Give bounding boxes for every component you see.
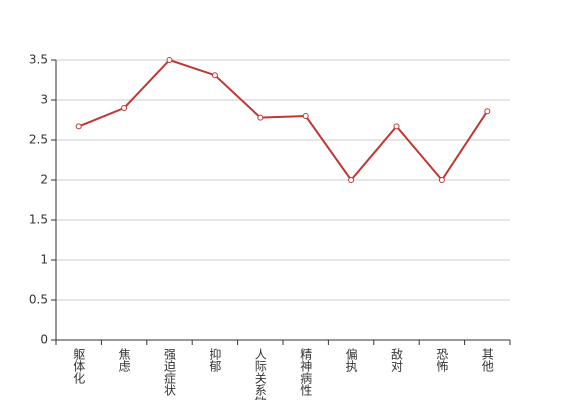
x-tick-label: 强迫症状 (163, 348, 177, 396)
point (393, 123, 400, 130)
x-tick-label: 焦虑 (117, 348, 131, 372)
point (348, 177, 355, 183)
x-tick-label: 抑郁 (208, 347, 222, 373)
point (484, 108, 491, 115)
x-tick-label: 人际关系敏感 (253, 348, 267, 400)
y-tick-label: 1 (40, 253, 48, 267)
y-tick-label: 2.5 (29, 133, 48, 147)
y-tick-label: 2 (40, 173, 48, 187)
x-tick-label: 躯体化 (72, 347, 86, 385)
y-tick-label: 0.5 (29, 293, 48, 307)
y-tick-label: 0 (40, 333, 48, 347)
x-tick-label: 偏执 (344, 347, 358, 373)
point (121, 105, 128, 111)
point (166, 57, 173, 63)
y-tick-label: 3.5 (29, 53, 48, 67)
line (78, 58, 489, 182)
point (211, 72, 218, 79)
point (302, 113, 309, 119)
point (75, 123, 82, 130)
x-tick-label: 其他 (480, 348, 494, 372)
y-tick-label: 3 (40, 93, 48, 107)
x-tick-label: 精神病性 (299, 348, 313, 397)
y-tick-label: 1.5 (29, 213, 48, 227)
point (257, 114, 264, 121)
point (438, 177, 445, 183)
x-tick-label: 恐怖 (435, 348, 449, 372)
x-tick-label: 敌对 (390, 347, 404, 372)
